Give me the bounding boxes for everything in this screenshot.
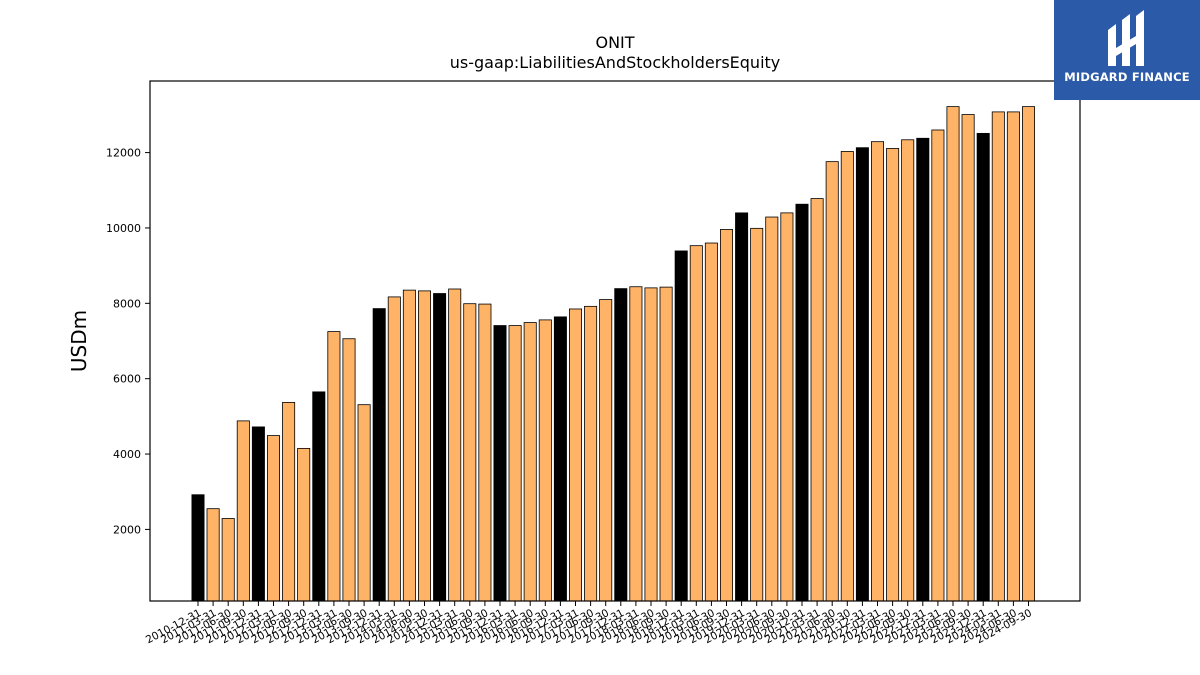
bar-2021-09-30 (840, 151, 854, 602)
bar-2012-03-31 (266, 435, 280, 602)
chart-subtitle: us-gaap:LiabilitiesAndStockholdersEquity (450, 53, 781, 72)
bar-2017-06-30 (584, 305, 598, 602)
bar-2024-06-30 (1006, 111, 1020, 602)
y-tick-label: 4000 (113, 448, 141, 461)
bar-2019-12-31 (735, 212, 749, 602)
bar-2023-03-31 (931, 129, 945, 602)
plot-frame (149, 80, 1081, 602)
y-tick-label: 2000 (113, 523, 141, 536)
bar-2011-06-30 (221, 518, 235, 602)
bar-2021-06-30 (825, 161, 839, 602)
bar-2019-06-30 (704, 242, 718, 602)
bar-2018-12-31 (674, 250, 688, 602)
bar-2013-06-30 (342, 338, 356, 602)
bar-2020-09-30 (780, 212, 794, 602)
bar-2017-03-31 (569, 308, 583, 602)
bar-2014-06-30 (402, 289, 416, 602)
bar-2016-12-31 (553, 316, 567, 602)
bar-2021-03-31 (810, 198, 824, 602)
bar-2024-03-31 (991, 111, 1005, 602)
bar-2018-06-30 (644, 287, 658, 602)
x-axis-ticks: 2010-12-312011-03-312011-06-302011-09-30… (144, 601, 1034, 646)
bar-2020-12-31 (795, 203, 809, 602)
bar-2024-09-30 (1022, 106, 1036, 602)
bar-2021-12-31 (855, 147, 869, 602)
y-tick-label: 6000 (113, 373, 141, 386)
bar-2023-06-30 (946, 106, 960, 602)
bar-2023-09-30 (961, 114, 975, 602)
y-tick-label: 12000 (106, 147, 141, 160)
chart-title: ONIT (595, 33, 634, 52)
bar-2022-09-30 (901, 139, 915, 602)
bar-2023-12-31 (976, 132, 990, 602)
brand-name: MIDGARD FINANCE (1064, 70, 1190, 84)
y-tick-label: 8000 (113, 297, 141, 310)
bar-2016-03-31 (508, 325, 522, 602)
bar-2014-03-31 (387, 296, 401, 602)
bar-2020-06-30 (765, 216, 779, 602)
bar-2015-06-30 (463, 303, 477, 602)
brand-mark-icon (1108, 10, 1144, 66)
bar-2010-12-31 (191, 494, 205, 602)
bar-2018-09-30 (659, 286, 673, 602)
bar-2011-03-31 (206, 508, 220, 602)
bar-2015-03-31 (448, 288, 462, 602)
bar-2013-12-31 (372, 308, 386, 602)
bar-2022-03-31 (871, 141, 885, 602)
bars-group (191, 106, 1036, 602)
bar-2015-09-30 (478, 303, 492, 602)
bar-2017-12-31 (614, 288, 628, 602)
bar-2017-09-30 (599, 299, 613, 602)
bar-2020-03-31 (750, 227, 764, 602)
y-axis-ticks: 2000 4000 6000 8000 10000 12000 (106, 147, 150, 536)
bar-2013-09-30 (357, 404, 371, 602)
bar-2012-09-30 (297, 447, 311, 602)
bar-2018-03-31 (629, 286, 643, 602)
y-axis-label: USDm (67, 310, 91, 372)
bar-2022-06-30 (886, 148, 900, 602)
bar-2019-03-31 (689, 245, 703, 602)
bar-2022-12-31 (916, 137, 930, 602)
bar-2012-06-30 (282, 402, 296, 602)
bar-2016-09-30 (538, 319, 552, 602)
bar-2013-03-31 (327, 331, 341, 602)
bar-2016-06-30 (523, 322, 537, 602)
bar-2019-09-30 (720, 229, 734, 602)
bar-2012-12-31 (312, 391, 326, 602)
brand-logo: MIDGARD FINANCE (1054, 0, 1200, 100)
bar-2015-12-31 (493, 325, 507, 602)
bar-2011-09-30 (236, 420, 250, 602)
bar-2014-12-31 (433, 293, 447, 602)
y-tick-label: 10000 (106, 222, 141, 235)
bar-2014-09-30 (417, 290, 431, 602)
bar-2011-12-31 (251, 426, 265, 602)
